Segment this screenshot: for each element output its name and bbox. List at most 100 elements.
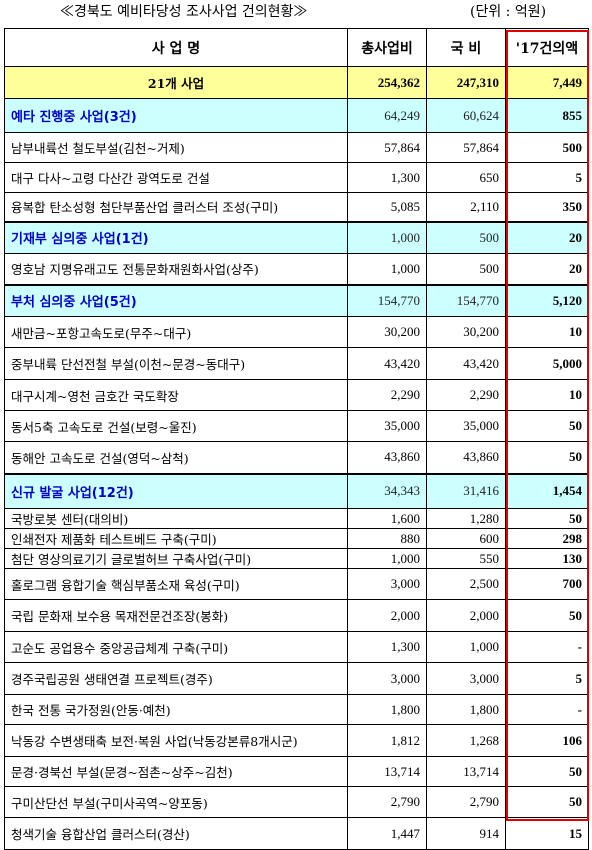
project-name: 청색기술 융합산업 클러스터(경산): [4, 817, 348, 850]
col-header-name: 사 업 명: [4, 28, 348, 67]
group-row: 부처 심의중 사업(5건) 154,770 154,770 5,120: [4, 283, 589, 317]
project-national: 30,200: [426, 316, 506, 348]
table-row: 영호남 지명유래고도 전통문화재원화사업(상주) 1,000 500 20: [4, 253, 589, 285]
project-name: 문경·경북선 부설(문경~점촌~상주~김천): [4, 756, 348, 787]
table-row: 인쇄전자 제품화 테스트베드 구축(구미) 880 600 298: [4, 528, 589, 549]
project-name: 중부내륙 단선전철 부설(이천~문경~동대구): [4, 347, 348, 380]
project-request: 50: [505, 441, 589, 474]
project-request: 50: [505, 786, 589, 818]
total-request: 7,449: [505, 66, 589, 99]
project-name: 낙동강 수변생태축 보전·복원 사업(낙동강본류8개시군): [4, 724, 348, 757]
project-request: 20: [505, 253, 589, 285]
group-national: 154,770: [426, 283, 506, 317]
group-name: 부처 심의중 사업(5건): [4, 283, 348, 317]
group-national: 500: [426, 220, 506, 254]
total-name: 21개 사업: [4, 66, 348, 99]
project-name: 홀로그램 융합기술 핵심부품소재 육성(구미): [4, 568, 348, 600]
project-name: 첨단 영상의료기기 글로벌허브 구축사업(구미): [4, 548, 348, 569]
table-row: 동서5축 고속도로 건설(보령~울진) 35,000 35,000 50: [4, 410, 589, 442]
table-row: 첨단 영상의료기기 글로벌허브 구축사업(구미) 1,000 550 130: [4, 548, 589, 569]
project-name: 영호남 지명유래고도 전통문화재원화사업(상주): [4, 253, 348, 285]
table-row: 홀로그램 융합기술 핵심부품소재 육성(구미) 3,000 2,500 700: [4, 568, 589, 600]
project-national: 3,000: [426, 662, 506, 695]
project-total-cost: 1,300: [347, 631, 427, 663]
project-total-cost: 35,000: [347, 410, 427, 442]
table-row: 융복합 탄소성형 첨단부품산업 클러스터 조성(구미) 5,085 2,110 350: [4, 192, 589, 222]
group-national: 31,416: [426, 472, 506, 509]
col-header-total-cost: 총사업비: [347, 28, 427, 67]
group-request: 20: [505, 220, 589, 254]
project-request: 50: [505, 508, 589, 529]
project-national: 600: [426, 528, 506, 549]
group-total-cost: 34,343: [347, 472, 427, 509]
project-total-cost: 3,000: [347, 568, 427, 600]
project-request: 298: [505, 528, 589, 549]
project-name: 인쇄전자 제품화 테스트베드 구축(구미): [4, 528, 348, 549]
project-national: 43,420: [426, 347, 506, 380]
project-request: 50: [505, 410, 589, 442]
project-national: 1,800: [426, 694, 506, 725]
project-request: -: [505, 694, 589, 725]
project-national: 2,500: [426, 568, 506, 600]
total-national: 247,310: [426, 66, 506, 99]
project-total-cost: 43,860: [347, 441, 427, 474]
table-row: 대구 다사~고령 다산간 광역도로 건설 1,300 650 5: [4, 162, 589, 193]
project-request: 5,000: [505, 347, 589, 380]
project-total-cost: 2,000: [347, 599, 427, 632]
project-total-cost: 3,000: [347, 662, 427, 695]
total-row: 21개 사업 254,362 247,310 7,449: [4, 66, 589, 99]
project-total-cost: 880: [347, 528, 427, 549]
project-request: 130: [505, 548, 589, 569]
total-cost: 254,362: [347, 66, 427, 99]
project-total-cost: 1,447: [347, 817, 427, 850]
project-total-cost: 1,000: [347, 253, 427, 285]
project-request: 10: [505, 379, 589, 411]
project-request: 106: [505, 724, 589, 757]
project-national: 2,790: [426, 786, 506, 818]
table-row: 한국 전통 국가정원(안동·예천) 1,800 1,800-: [4, 694, 589, 725]
project-national: 2,110: [426, 192, 506, 222]
project-national: 500: [426, 253, 506, 285]
project-national: 43,860: [426, 441, 506, 474]
project-total-cost: 57,864: [347, 132, 427, 163]
project-name: 융복합 탄소성형 첨단부품산업 클러스터 조성(구미): [4, 192, 348, 222]
project-total-cost: 1,600: [347, 508, 427, 529]
project-name: 국방로봇 센터(대의비): [4, 508, 348, 529]
project-national: 914: [426, 817, 506, 850]
project-total-cost: 1,812: [347, 724, 427, 757]
table-row: 낙동강 수변생태축 보전·복원 사업(낙동강본류8개시군) 1,812 1,268 1…: [4, 724, 589, 757]
project-national: 2,000: [426, 599, 506, 632]
group-name: 기재부 심의중 사업(1건): [4, 220, 348, 254]
group-request: 5,120: [505, 283, 589, 317]
project-request: 50: [505, 756, 589, 787]
project-name: 새만금~포항고속도로(무주~대구): [4, 316, 348, 348]
project-name: 대구시계~영천 금호간 국도확장: [4, 379, 348, 411]
table-row: 고순도 공업용수 중앙공급체계 구축(구미) 1,300 1,000-: [4, 631, 589, 663]
project-total-cost: 2,290: [347, 379, 427, 411]
project-request: 50: [505, 599, 589, 632]
project-request: 500: [505, 132, 589, 163]
project-total-cost: 43,420: [347, 347, 427, 380]
project-total-cost: 13,714: [347, 756, 427, 787]
project-total-cost: 1,300: [347, 162, 427, 193]
group-request: 855: [505, 98, 589, 133]
project-national: 550: [426, 548, 506, 569]
col-header-request: '17건의액: [505, 28, 589, 67]
project-request: -: [505, 631, 589, 663]
group-row: 신규 발굴 사업(12건) 34,343 31,416 1,454: [4, 472, 589, 509]
project-name: 동서5축 고속도로 건설(보령~울진): [4, 410, 348, 442]
group-name: 신규 발굴 사업(12건): [4, 472, 348, 509]
group-total-cost: 1,000: [347, 220, 427, 254]
project-request: 350: [505, 192, 589, 222]
project-name: 고순도 공업용수 중앙공급체계 구축(구미): [4, 631, 348, 663]
table-row: 동해안 고속도로 건설(영덕~삼척) 43,860 43,860 50: [4, 441, 589, 474]
project-request: 15: [505, 817, 589, 850]
table-row: 대구시계~영천 금호간 국도확장 2,290 2,290 10: [4, 379, 589, 411]
col-header-national: 국 비: [426, 28, 506, 67]
table-row: 구미산단선 부설(구미사곡역~양포동) 2,790 2,790 50: [4, 786, 589, 818]
project-national: 2,290: [426, 379, 506, 411]
table-header-row: 사 업 명 총사업비 국 비 '17건의액: [4, 28, 589, 67]
table-row: 중부내륙 단선전철 부설(이천~문경~동대구) 43,420 43,420 5,000: [4, 347, 589, 380]
project-name: 경주국립공원 생태연결 프로젝트(경주): [4, 662, 348, 695]
project-request: 5: [505, 162, 589, 193]
